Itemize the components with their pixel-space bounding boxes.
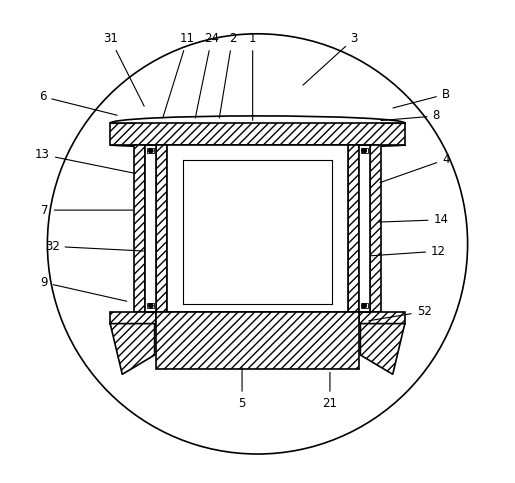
Text: 5: 5 bbox=[238, 368, 246, 410]
Text: 21: 21 bbox=[322, 372, 337, 410]
Bar bbox=[145, 145, 156, 312]
Circle shape bbox=[148, 303, 153, 308]
Text: 11: 11 bbox=[163, 32, 195, 118]
Polygon shape bbox=[110, 324, 154, 374]
Text: 3: 3 bbox=[303, 32, 358, 85]
Text: 4: 4 bbox=[380, 153, 450, 183]
Bar bbox=[348, 145, 359, 312]
Bar bbox=[110, 123, 405, 145]
Text: 2: 2 bbox=[219, 32, 236, 118]
Bar bbox=[134, 145, 145, 312]
Polygon shape bbox=[360, 324, 405, 374]
Text: 1: 1 bbox=[249, 32, 256, 120]
Bar bbox=[156, 145, 167, 312]
Text: 12: 12 bbox=[370, 245, 446, 257]
Text: 24: 24 bbox=[195, 32, 219, 118]
Bar bbox=[359, 312, 405, 324]
Bar bbox=[156, 312, 359, 369]
Text: 9: 9 bbox=[40, 276, 127, 301]
Bar bbox=[370, 145, 381, 312]
Bar bbox=[359, 145, 370, 312]
Bar bbox=[147, 148, 154, 153]
Bar bbox=[167, 145, 348, 312]
Text: 14: 14 bbox=[379, 213, 449, 226]
Text: 8: 8 bbox=[381, 110, 440, 122]
Circle shape bbox=[362, 148, 367, 153]
Circle shape bbox=[362, 303, 367, 308]
Text: 52: 52 bbox=[369, 305, 432, 321]
Text: 13: 13 bbox=[35, 148, 135, 173]
Text: 6: 6 bbox=[39, 90, 117, 115]
Text: 32: 32 bbox=[45, 240, 144, 253]
Text: B: B bbox=[393, 88, 450, 108]
Bar bbox=[361, 148, 368, 153]
Text: 7: 7 bbox=[41, 204, 133, 216]
Bar bbox=[147, 303, 154, 308]
Bar bbox=[361, 303, 368, 308]
Circle shape bbox=[148, 148, 153, 153]
Text: 31: 31 bbox=[103, 32, 144, 106]
Bar bbox=[110, 312, 156, 324]
